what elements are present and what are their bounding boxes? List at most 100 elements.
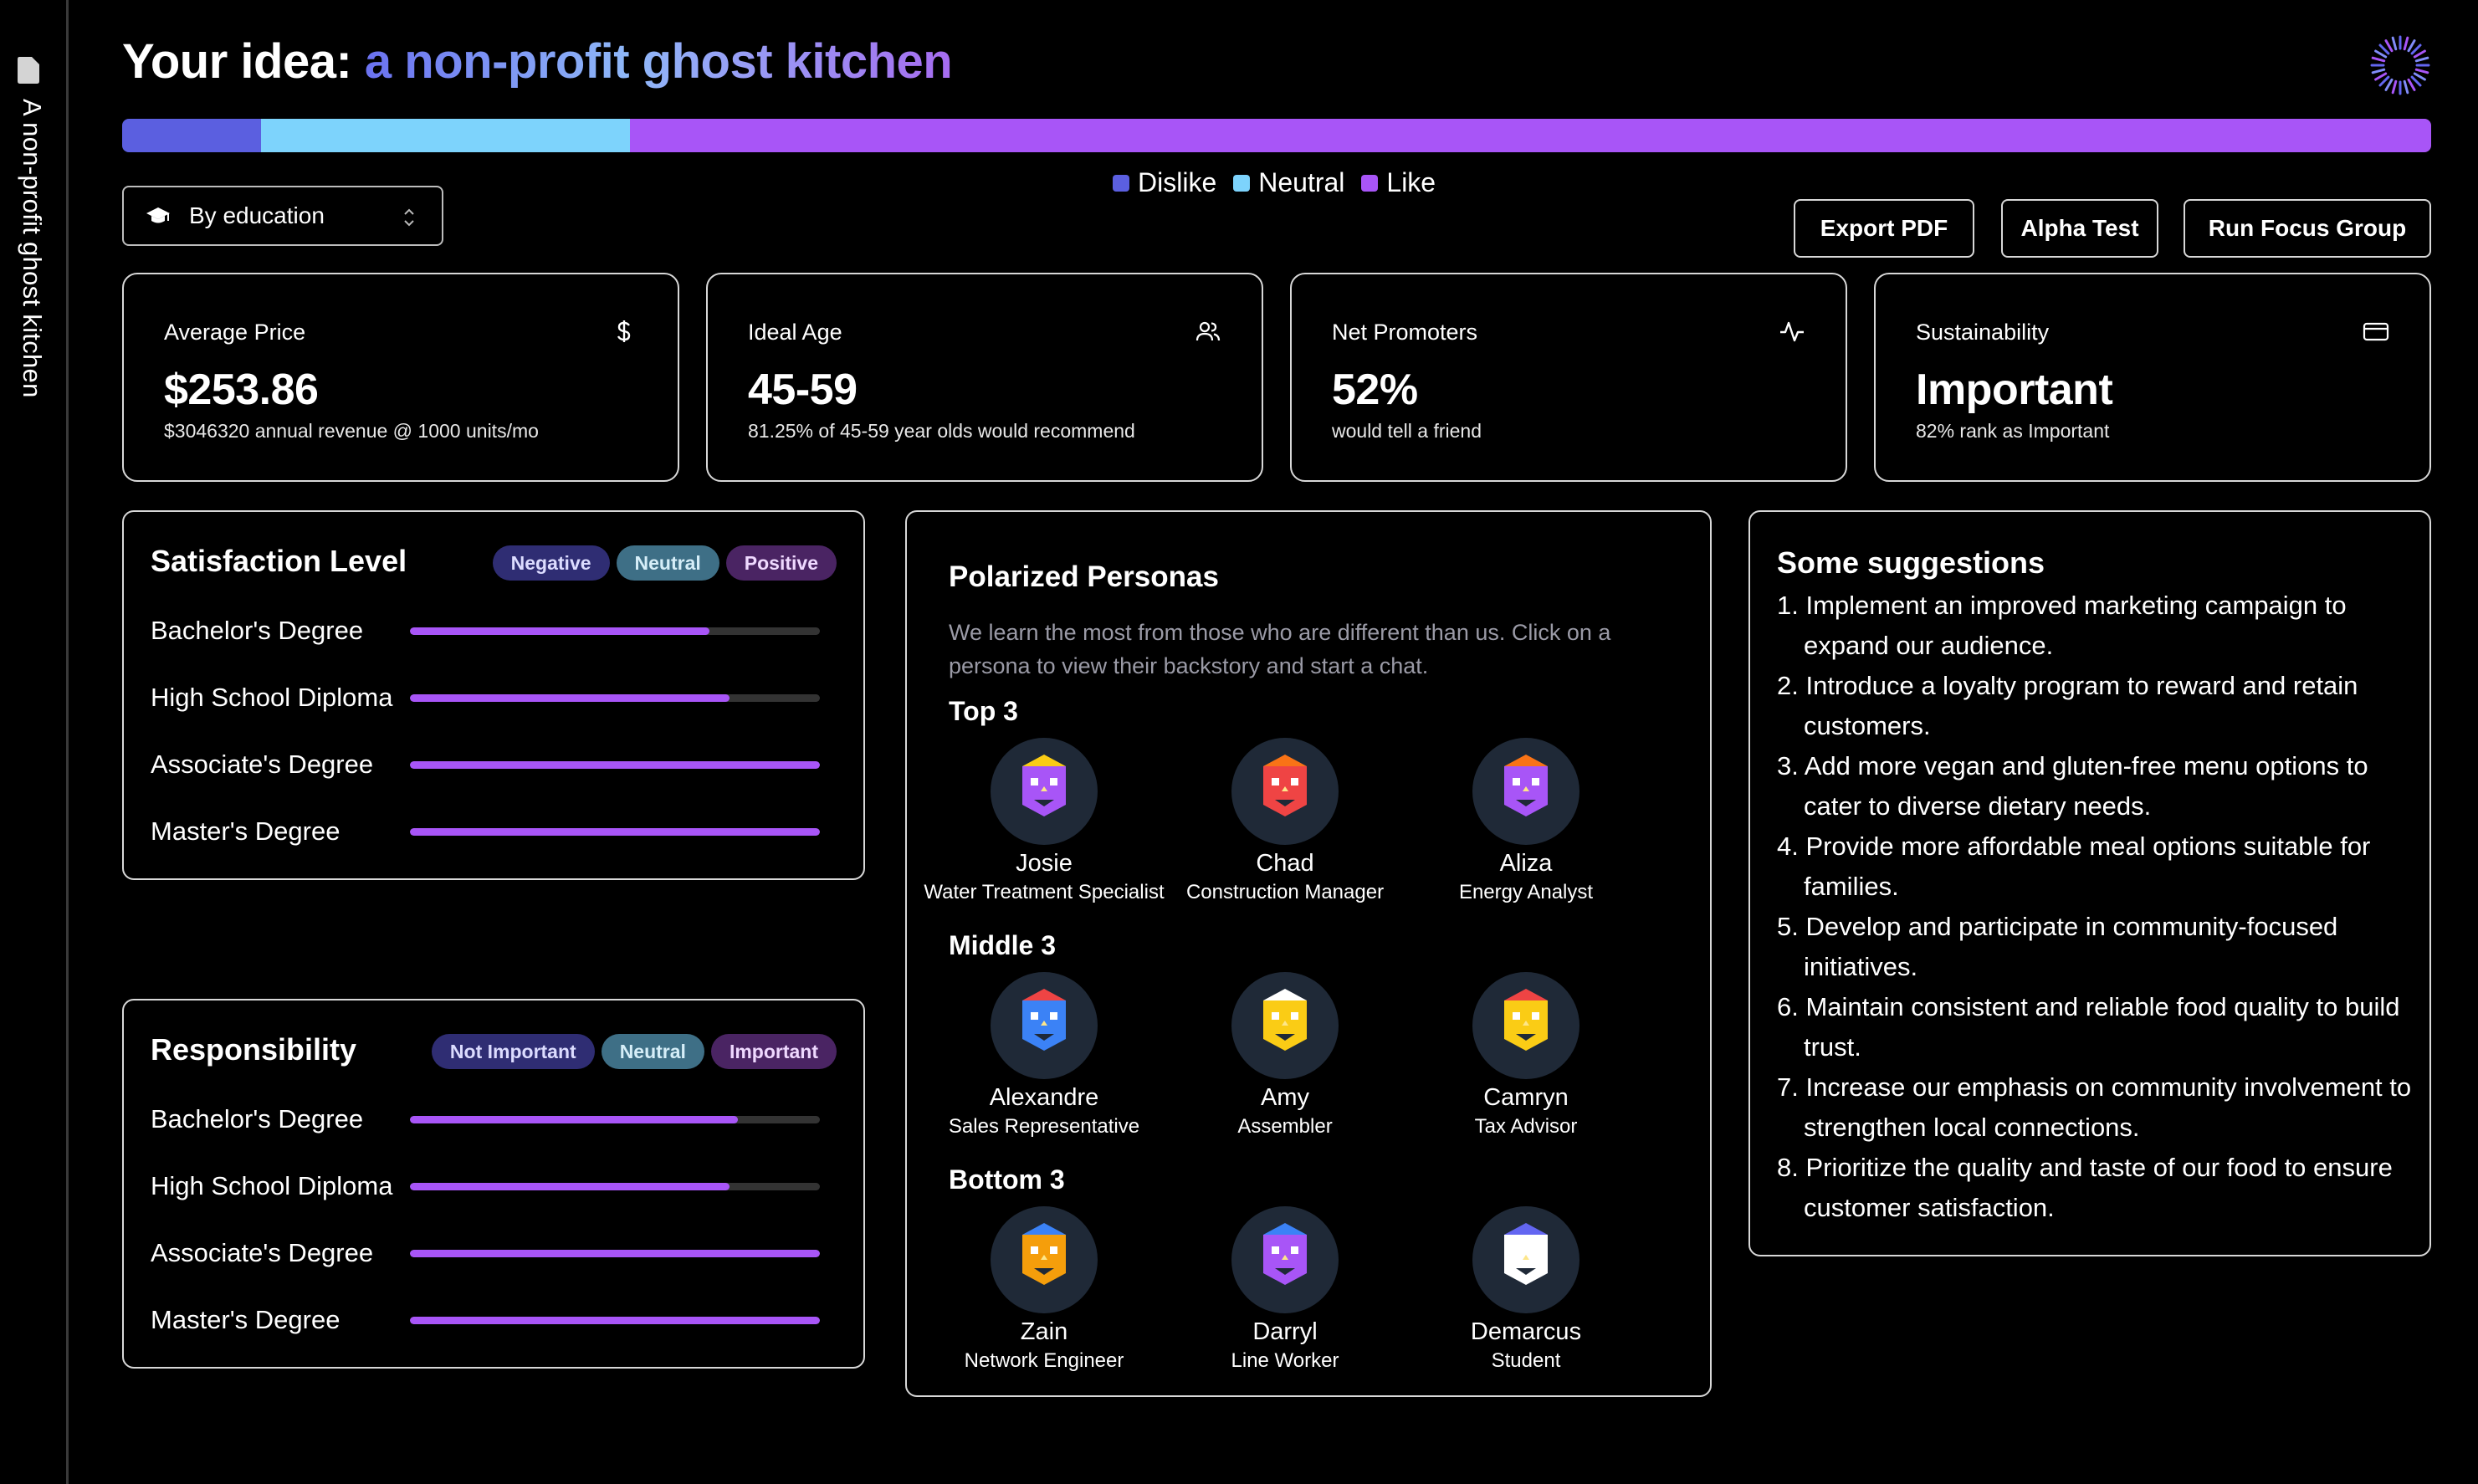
stat-value: Important: [1916, 366, 2113, 414]
stat-subtext: $3046320 annual revenue @ 1000 units/mo: [164, 420, 539, 442]
persona-card[interactable]: Josie Water Treatment Specialist: [919, 738, 1170, 904]
persona-avatar-icon[interactable]: [991, 738, 1098, 845]
bar-fill: [410, 627, 709, 635]
bar-fill: [410, 693, 730, 702]
stat-value: $253.86: [164, 366, 319, 414]
persona-role: Energy Analyst: [1458, 881, 1594, 903]
bar-track: [410, 1249, 820, 1257]
suggestion-item: 5. Develop and participate in community-…: [1777, 912, 2338, 981]
suggestion-item: 1. Implement an improved marketing campa…: [1777, 591, 2347, 660]
legend-like-label: Like: [1386, 167, 1436, 197]
bar-fill: [410, 760, 820, 769]
loading-spinner-icon: [2370, 35, 2430, 95]
persona-role: Tax Advisor: [1474, 1115, 1578, 1138]
persona-avatar-icon[interactable]: [1231, 738, 1339, 845]
stat-card-ideal-age: Ideal Age 45-59 81.25% of 45-59 year old…: [706, 273, 1263, 482]
legend-neutral-swatch: [1233, 174, 1251, 192]
persona-role: Sales Representative: [948, 1115, 1140, 1138]
suggestion-item: 3. Add more vegan and gluten-free menu o…: [1777, 751, 2368, 821]
satisfaction-row: Associate's Degree: [151, 750, 820, 780]
sentiment-dislike-segment: [122, 119, 261, 152]
bar-fill: [410, 1115, 738, 1123]
page-title: Your idea: a non-profit ghost kitchen: [122, 33, 953, 90]
suggestion-item: 4. Provide more affordable meal options …: [1777, 832, 2371, 901]
legend-dislike-label: Dislike: [1138, 167, 1217, 197]
sidebar-idea-label[interactable]: A non-profit ghost kitchen: [18, 99, 47, 398]
persona-avatar-icon[interactable]: [1472, 738, 1579, 845]
stat-card-net-promoters: Net Promoters 52% would tell a friend: [1290, 273, 1847, 482]
persona-name: Demarcus: [1470, 1318, 1582, 1345]
export-pdf-button[interactable]: Export PDF: [1794, 199, 1974, 258]
title-idea: a non-profit ghost kitchen: [364, 34, 953, 89]
file-icon[interactable]: [17, 57, 40, 84]
personas-title: Polarized Personas: [949, 560, 1219, 593]
personas-description: We learn the most from those who are dif…: [949, 620, 1611, 678]
bar-track: [410, 1182, 820, 1190]
persona-card[interactable]: Chad Construction Manager: [1160, 738, 1411, 904]
suggestion-item: 6. Maintain consistent and reliable food…: [1777, 992, 2400, 1062]
persona-name: Alexandre: [989, 1084, 1099, 1111]
suggestions-panel: Some suggestions 1. Implement an improve…: [1748, 510, 2431, 1256]
responsibility-row: Bachelor's Degree: [151, 1104, 820, 1134]
suggestion-item: 8. Prioritize the quality and taste of o…: [1777, 1153, 2393, 1222]
stat-subtext: 81.25% of 45-59 year olds would recommen…: [748, 420, 1135, 442]
row-label: High School Diploma: [151, 683, 393, 712]
persona-avatar-icon[interactable]: [1231, 972, 1339, 1079]
alpha-test-button[interactable]: Alpha Test: [2001, 199, 2158, 258]
bar-fill: [410, 827, 820, 836]
pill-neutral[interactable]: Neutral: [616, 545, 719, 581]
satisfaction-panel: Satisfaction Level Negative Neutral Posi…: [122, 510, 865, 880]
stat-value: 45-59: [748, 366, 858, 414]
persona-avatar-icon[interactable]: [1472, 1206, 1579, 1313]
chevron-updown-icon: [404, 208, 414, 227]
persona-name: Darryl: [1252, 1318, 1318, 1345]
pill-not-important[interactable]: Not Important: [431, 1034, 595, 1069]
persona-card[interactable]: Darryl Line Worker: [1160, 1206, 1411, 1373]
credit-card-icon: [2363, 322, 2389, 341]
persona-card[interactable]: Amy Assembler: [1160, 972, 1411, 1139]
run-focus-group-button[interactable]: Run Focus Group: [2184, 199, 2431, 258]
bar-track: [410, 627, 820, 635]
responsibility-legend: Not Important Neutral Important: [431, 1034, 837, 1069]
persona-role: Water Treatment Specialist: [924, 881, 1165, 903]
sentiment-like-segment: [630, 119, 2431, 152]
row-label: Bachelor's Degree: [151, 616, 364, 645]
bar-track: [410, 1115, 820, 1123]
persona-name: Chad: [1256, 850, 1314, 877]
persona-role: Assembler: [1237, 1115, 1333, 1138]
persona-card[interactable]: Zain Network Engineer: [919, 1206, 1170, 1373]
persona-name: Camryn: [1483, 1084, 1569, 1111]
activity-icon: [1780, 321, 1804, 342]
responsibility-panel: Responsibility Not Important Neutral Imp…: [122, 999, 865, 1369]
left-sidebar: A non-profit ghost kitchen: [0, 0, 69, 1484]
pill-positive[interactable]: Positive: [725, 545, 837, 581]
stat-label: Sustainability: [1916, 320, 2050, 345]
stat-label: Average Price: [164, 320, 306, 345]
persona-avatar-icon[interactable]: [1231, 1206, 1339, 1313]
pill-negative[interactable]: Negative: [492, 545, 610, 581]
pill-neutral[interactable]: Neutral: [601, 1034, 704, 1069]
persona-card[interactable]: Demarcus Student: [1400, 1206, 1651, 1373]
row-label: High School Diploma: [151, 1171, 393, 1200]
bar-track: [410, 1316, 820, 1324]
persona-role: Student: [1491, 1349, 1561, 1372]
legend-dislike: Dislike: [1113, 167, 1216, 198]
persona-avatar-icon[interactable]: [991, 1206, 1098, 1313]
stat-label: Ideal Age: [748, 320, 842, 345]
dollar-icon: [617, 320, 631, 342]
sentiment-neutral-segment: [260, 119, 631, 152]
persona-avatar-icon[interactable]: [1472, 972, 1579, 1079]
row-label: Master's Degree: [151, 816, 340, 846]
group-by-select[interactable]: By education: [122, 186, 443, 246]
suggestions-title: Some suggestions: [1777, 545, 2045, 580]
pill-important[interactable]: Important: [710, 1034, 837, 1069]
bar-fill: [410, 1249, 820, 1257]
persona-card[interactable]: Aliza Energy Analyst: [1400, 738, 1651, 904]
sentiment-bar: [122, 119, 2431, 152]
persona-avatar-icon[interactable]: [991, 972, 1098, 1079]
stat-subtext: would tell a friend: [1332, 420, 1482, 442]
persona-card[interactable]: Camryn Tax Advisor: [1400, 972, 1651, 1139]
satisfaction-row: High School Diploma: [151, 683, 820, 713]
persona-card[interactable]: Alexandre Sales Representative: [919, 972, 1170, 1139]
